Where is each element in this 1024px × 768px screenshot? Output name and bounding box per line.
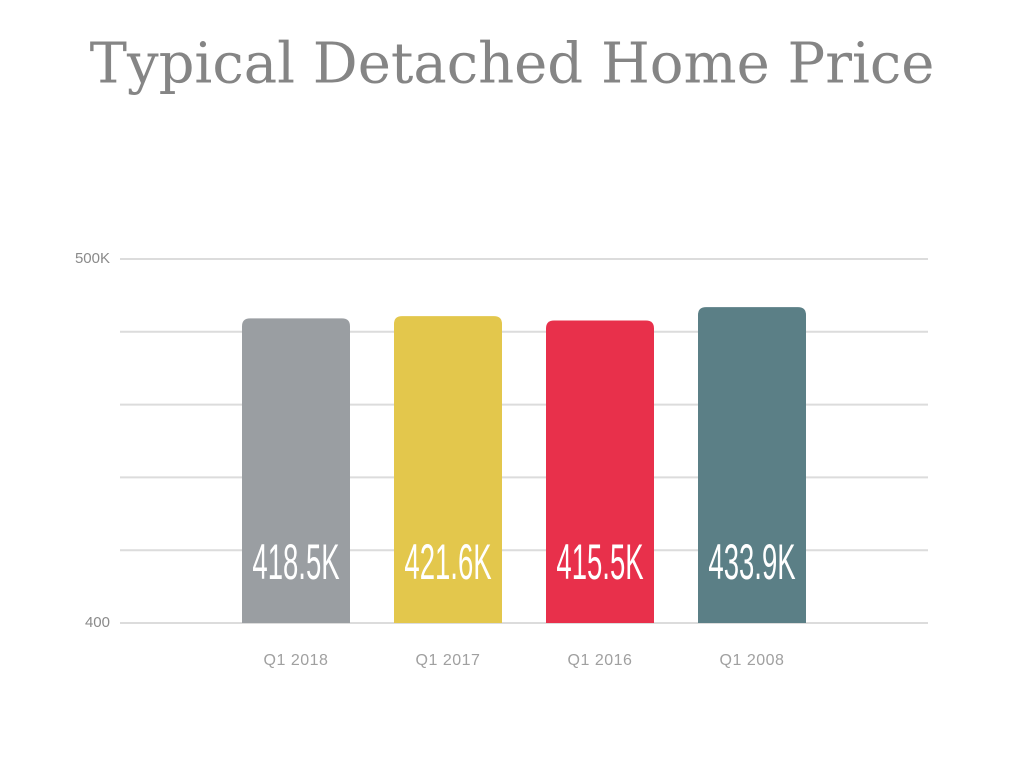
value-label: 433.9K [708, 533, 795, 590]
bar [698, 307, 806, 623]
bar [242, 318, 350, 623]
bar [546, 320, 654, 623]
chart-title: Typical Detached Home Price [90, 32, 935, 97]
bar [394, 316, 502, 623]
y-tick-label: 400 [85, 614, 110, 631]
x-tick-label: Q1 2016 [568, 652, 633, 669]
x-tick-label: Q1 2008 [720, 652, 785, 669]
value-label: 415.5K [556, 533, 643, 590]
x-tick-label: Q1 2017 [416, 652, 481, 669]
y-tick-label: 500K [75, 250, 110, 267]
value-label: 418.5K [252, 533, 339, 590]
value-label: 421.6K [404, 533, 491, 590]
x-tick-label: Q1 2018 [264, 652, 329, 669]
